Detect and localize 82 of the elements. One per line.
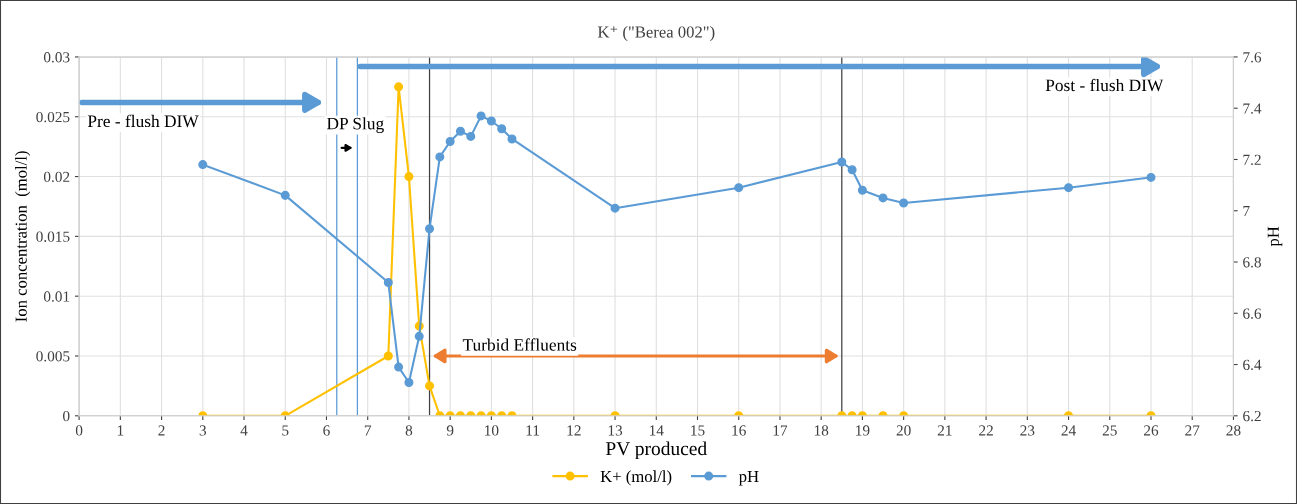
y2-tick-label: 6.4: [1243, 359, 1262, 371]
x-tick-label: 17: [773, 425, 788, 436]
chart-title: K⁺ ("Berea 002"): [597, 25, 715, 42]
point: [476, 111, 486, 121]
x-tick-label: 8: [405, 425, 413, 436]
point: [404, 172, 414, 182]
point: [466, 131, 476, 141]
x-tick-label: 20: [896, 425, 911, 436]
point: [383, 277, 393, 288]
point: [425, 224, 435, 234]
point: [734, 183, 744, 193]
point: [878, 193, 888, 203]
point: [445, 137, 455, 147]
point: [383, 351, 393, 361]
x-tick-label: 2: [158, 425, 165, 436]
point: [857, 185, 867, 195]
x-tick-label: 21: [937, 425, 952, 436]
x-tick-label: 23: [1020, 425, 1035, 436]
y2-tick-label: 7.4: [1243, 103, 1262, 114]
point: [455, 126, 465, 136]
y-tick-label: 0.03: [43, 52, 70, 63]
x-axis-title: PV produced: [605, 441, 707, 460]
x-tick-label: 9: [446, 425, 454, 436]
x-tick-label: 3: [199, 425, 207, 436]
point: [404, 377, 414, 387]
y-tick-label: 0.02: [43, 171, 70, 183]
x-tick-label: 24: [1061, 425, 1076, 436]
x-tick-label: 26: [1144, 425, 1159, 436]
x-tick-label: 13: [608, 425, 623, 436]
annotation: DP Slug: [326, 117, 384, 134]
x-tick-label: 11: [526, 425, 540, 436]
point: [497, 124, 507, 134]
y-tick-label: 0.015: [36, 231, 70, 242]
y-tick-label: 0: [63, 410, 70, 422]
x-tick-label: 1: [117, 425, 124, 436]
x-tick-label: 12: [567, 425, 581, 436]
point: [837, 157, 847, 167]
y-tick-label: 0.01: [43, 291, 70, 302]
legend-label: K+ (mol/l): [600, 470, 672, 486]
point: [394, 362, 404, 372]
point: [1064, 183, 1074, 193]
y-axis-title: Ion concentration (mol/l): [15, 151, 31, 322]
y2-tick-label: 7: [1243, 206, 1250, 217]
x-tick-label: 25: [1102, 425, 1117, 436]
x-tick-label: 15: [691, 425, 705, 436]
y2-tick-label: 6.8: [1243, 257, 1261, 268]
point: [507, 134, 517, 144]
x-tick-label: 14: [649, 425, 664, 436]
x-tick-label: 4: [240, 425, 248, 436]
point: [280, 190, 290, 200]
point: [847, 165, 857, 175]
x-tick-label: 19: [856, 425, 870, 436]
x-tick-label: 6: [323, 425, 330, 436]
point: [610, 203, 620, 213]
x-tick-label: 18: [814, 425, 829, 436]
y-tick-label: 0.005: [36, 351, 70, 362]
x-tick-label: 16: [732, 425, 746, 436]
legend-label: pH: [738, 471, 759, 486]
y2-axis-title: pH: [1267, 226, 1283, 247]
y-tick-label: 0.025: [36, 111, 70, 123]
y2-tick-label: 7.6: [1243, 52, 1262, 63]
point: [394, 82, 404, 92]
x-tick-label: 5: [282, 425, 289, 436]
point: [1146, 172, 1156, 182]
point: [414, 331, 424, 341]
point: [435, 152, 445, 162]
x-tick-label: 28: [1226, 425, 1241, 436]
annotation: Post - flush DIW: [1045, 78, 1164, 92]
x-tick-label: 10: [485, 425, 499, 436]
point: [198, 160, 208, 170]
point: [899, 198, 909, 208]
point: [425, 381, 435, 391]
x-tick-label: 7: [364, 425, 372, 436]
x-tick-label: 0: [75, 425, 83, 436]
y2-tick-label: 6.6: [1243, 308, 1262, 319]
point: [486, 116, 496, 126]
annotation: Pre - flush DIW: [87, 114, 199, 128]
y2-tick-label: 7.2: [1243, 154, 1261, 165]
x-tick-label: 27: [1185, 425, 1200, 436]
annotation: Turbid Effluents: [462, 338, 577, 351]
y2-tick-label: 6.2: [1243, 410, 1261, 422]
x-tick-label: 22: [979, 425, 993, 436]
